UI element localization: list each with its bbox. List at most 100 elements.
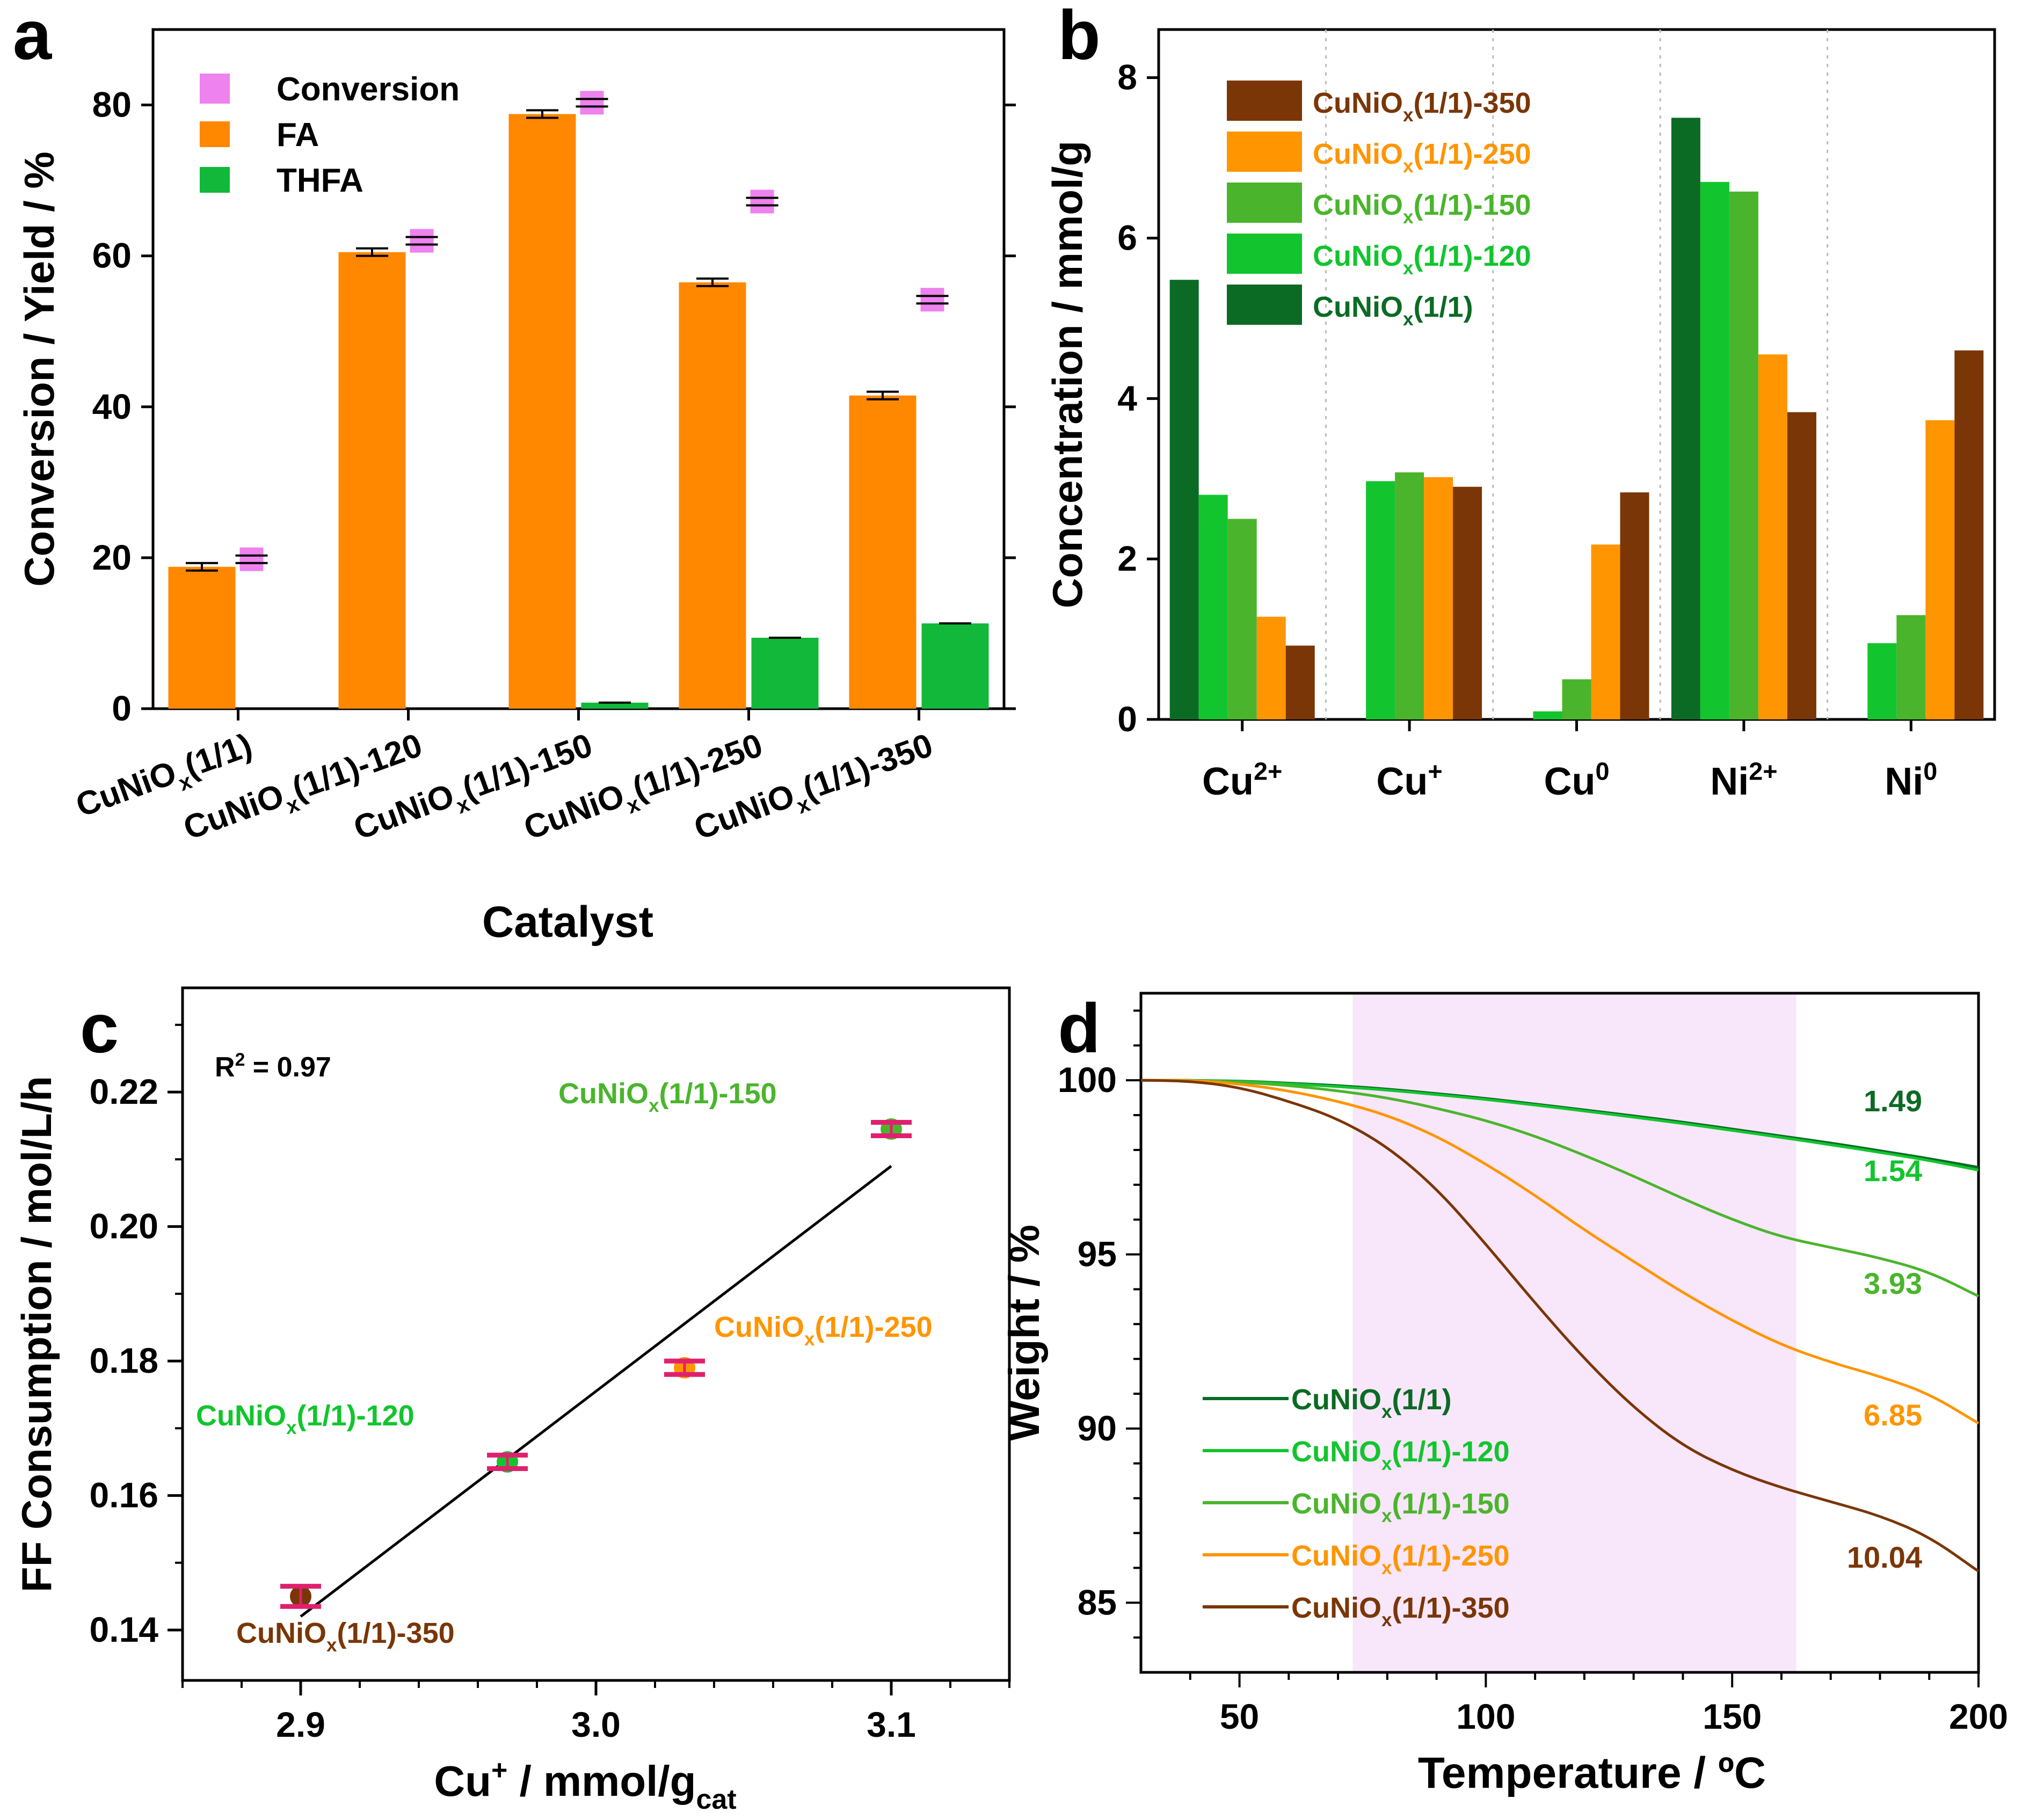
y-tick-label: 4	[1117, 378, 1137, 418]
x-category-label-base: Ni	[1885, 760, 1923, 803]
x-category-label-base: CuNiO	[519, 777, 629, 847]
legend-swatch	[1227, 81, 1302, 121]
x-category-label-base: CuNiO	[71, 754, 181, 825]
conversion-marker	[410, 229, 434, 253]
bar-3	[1424, 477, 1453, 719]
y-tick-label: 8	[1117, 57, 1137, 97]
bar-3	[1925, 420, 1955, 719]
legend-label: FA	[277, 117, 319, 154]
legend-label-sub: x	[1381, 1557, 1392, 1578]
bar-2	[1562, 679, 1591, 719]
point-label-sub: x	[326, 1635, 337, 1656]
legend-label: CuNiOx(1/1)-350	[1313, 87, 1531, 126]
panel-letter-b: b	[1058, 0, 1100, 74]
bar-2	[1395, 472, 1424, 719]
point-label: CuNiOx(1/1)-350	[236, 1617, 455, 1656]
curve-2	[1140, 1079, 1980, 1298]
legend-label: CuNiOx(1/1)	[1313, 291, 1473, 330]
point-label: CuNiOx(1/1)-120	[196, 1400, 414, 1438]
legend-label: CuNiOx(1/1)-150	[1291, 1488, 1510, 1526]
legend-label-base: CuNiO	[1313, 291, 1403, 323]
r-squared-annotation-base: R	[215, 1052, 235, 1083]
x-axis-label-rest: / mmol/g	[507, 1757, 696, 1805]
x-category-label-base: CuNiO	[349, 777, 459, 847]
legend-label-base: CuNiO	[1313, 87, 1403, 119]
x-category-label-sup: 0	[1595, 758, 1609, 785]
legend-label-rest: (1/1)-350	[1414, 87, 1531, 119]
x-category-label-base: Ni	[1710, 760, 1749, 803]
legend-swatch	[1227, 132, 1302, 172]
legend-swatch	[200, 121, 230, 147]
bar-4	[1954, 350, 1984, 719]
bar-3	[1591, 544, 1620, 719]
legend-label-sub: x	[1403, 156, 1414, 177]
legend-label-base: CuNiO	[1291, 1436, 1381, 1468]
bar-thfa	[751, 637, 819, 709]
y-tick-label: 0.20	[90, 1206, 158, 1246]
curve-3	[1140, 1079, 1980, 1425]
point-label-rest: (1/1)-250	[815, 1311, 933, 1343]
r-squared-annotation-rest: = 0.97	[245, 1052, 331, 1083]
bar-fa	[508, 114, 576, 709]
point-label-base: CuNiO	[714, 1311, 804, 1343]
bar-4	[1787, 412, 1816, 719]
bar-1	[1198, 494, 1228, 719]
bar-fa	[849, 395, 917, 709]
x-tick-label: 3.0	[571, 1705, 621, 1744]
mass-loss-label: 1.54	[1864, 1154, 1922, 1188]
legend-label: THFA	[277, 162, 363, 199]
bar-2	[1227, 519, 1257, 719]
legend-label-rest: (1/1)-250	[1414, 138, 1531, 170]
legend-label: CuNiOx(1/1)	[1291, 1384, 1452, 1422]
y-axis-label: Weight / %	[1000, 1225, 1048, 1441]
y-axis-label: Conversion / Yield / %	[16, 151, 63, 587]
x-category-label: Cu+	[1376, 758, 1442, 803]
x-tick-label: 100	[1456, 1697, 1515, 1736]
y-axis-label: Concentration / mmol/g	[1044, 141, 1091, 608]
legend-label-rest: (1/1)-150	[1392, 1488, 1510, 1520]
legend-swatch	[1227, 183, 1302, 223]
bar-1	[1867, 643, 1897, 719]
legend-label-rest: (1/1)-350	[1392, 1592, 1510, 1624]
bar-2	[1896, 615, 1926, 719]
point-label-sub: x	[649, 1095, 659, 1116]
panel-letter-a: a	[13, 0, 53, 74]
bar-fa	[168, 566, 236, 709]
point-label-rest: (1/1)-150	[659, 1078, 777, 1110]
x-category-label-rest: (1/1)-350	[798, 726, 937, 807]
y-tick-label: 0.14	[90, 1610, 159, 1649]
x-tick-label: 200	[1949, 1697, 2008, 1736]
point-label-sub: x	[286, 1417, 297, 1438]
x-category-label-base: Cu	[1376, 760, 1428, 803]
point-label-rest: (1/1)-350	[337, 1617, 455, 1649]
conversion-marker	[239, 547, 264, 571]
point-label-base: CuNiO	[558, 1078, 649, 1110]
legend-label-sub: x	[1403, 105, 1414, 126]
legend-label-base: CuNiO	[1291, 1592, 1381, 1624]
bar-1	[1700, 181, 1729, 719]
bar-3	[1758, 354, 1787, 719]
legend-label-sub: x	[1381, 1453, 1392, 1474]
x-tick-label: 3.1	[867, 1705, 916, 1744]
legend-swatch	[200, 167, 230, 193]
mass-loss-label: 10.04	[1847, 1540, 1922, 1574]
x-category-label-sup: 0	[1923, 758, 1937, 785]
legend-label: CuNiOx(1/1)-150	[1313, 189, 1531, 228]
legend-label-rest: (1/1)-250	[1392, 1540, 1510, 1572]
x-category-label-base: Cu	[1544, 760, 1595, 803]
plot-frame	[1139, 992, 1980, 1674]
y-tick-label: 0.22	[90, 1072, 158, 1111]
point-label-base: CuNiO	[196, 1400, 286, 1432]
bar-thfa	[921, 623, 989, 709]
x-tick-label: 2.9	[276, 1705, 325, 1744]
bar-4	[1453, 486, 1482, 719]
bar-0	[1671, 118, 1700, 719]
panel-letter-d: d	[1058, 989, 1100, 1067]
y-tick-label: 85	[1078, 1582, 1117, 1622]
conversion-marker	[920, 288, 944, 312]
x-category-label-sup: 2+	[1254, 758, 1282, 785]
bar-0	[1169, 280, 1199, 719]
mass-loss-label: 3.93	[1864, 1266, 1922, 1300]
